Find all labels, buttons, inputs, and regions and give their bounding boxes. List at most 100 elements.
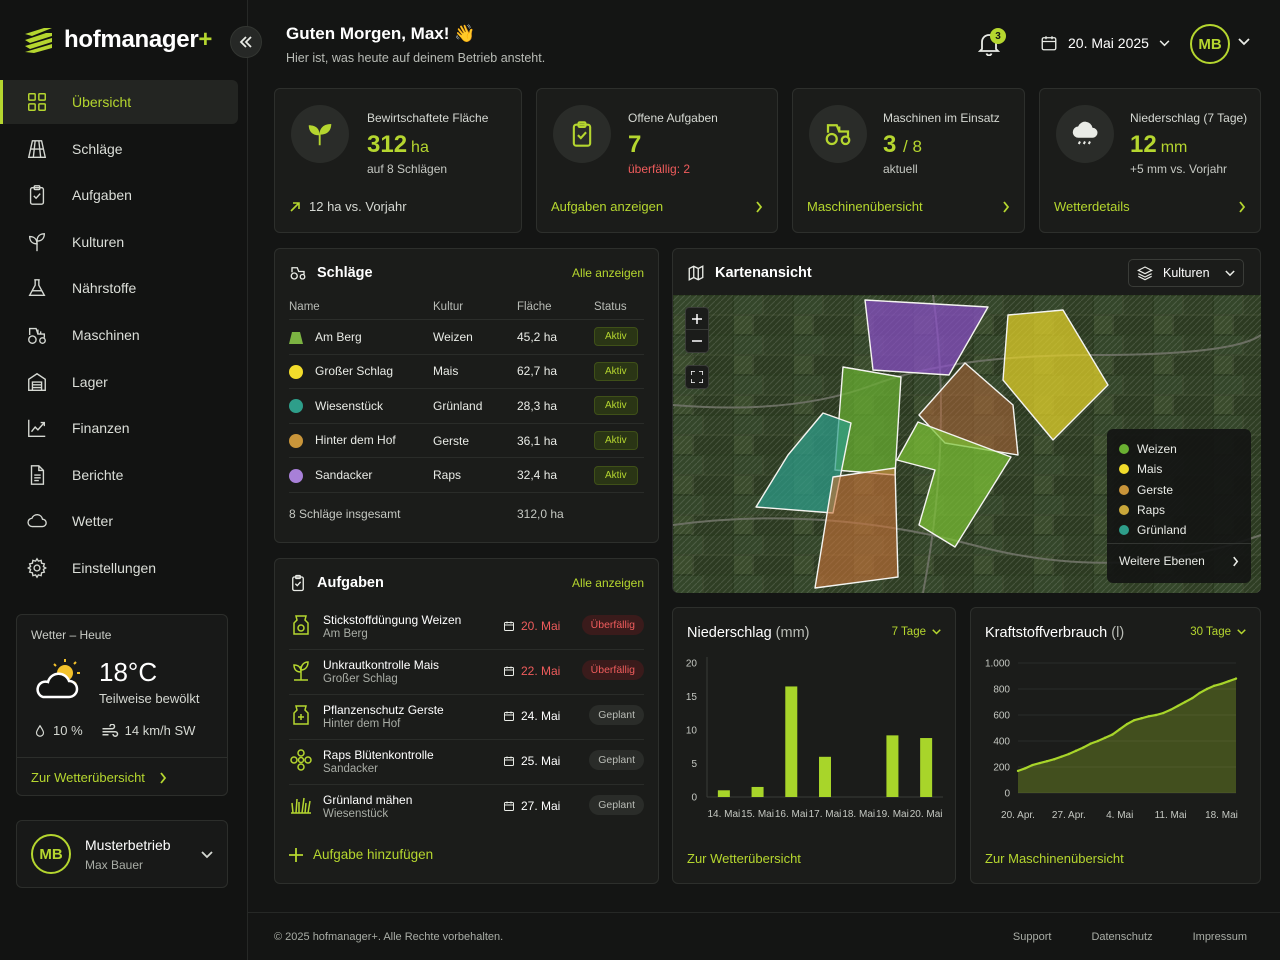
rain-weather-link[interactable]: Zur Wetterübersicht (687, 851, 801, 866)
sidebar-item-kulturen[interactable]: Kulturen (0, 220, 238, 264)
flower-icon (290, 749, 312, 771)
add-task-button[interactable]: Aufgabe hinzufügen (289, 847, 433, 862)
status-badge: Überfällig (581, 660, 644, 680)
legend-dot (1119, 464, 1129, 475)
table-row[interactable]: Am Berg Weizen 45,2 ha Aktiv (289, 320, 644, 355)
grass-icon (291, 797, 311, 814)
task-item[interactable]: Unkrautkontrolle Mais Großer Schlag 22. … (289, 650, 644, 695)
sidebar-item-wetter[interactable]: Wetter (0, 499, 238, 543)
y-tick-label: 20 (686, 659, 698, 670)
wind-icon (102, 723, 118, 737)
farm-switcher[interactable]: MB Musterbetrieb Max Bauer (16, 820, 228, 888)
plus-icon (692, 313, 702, 324)
sidebar-item-label: Übersicht (72, 94, 132, 110)
satellite-map[interactable]: Weizen Mais Gerste Raps Grünland Weitere… (673, 295, 1261, 593)
sidebar-item-maschinen[interactable]: Maschinen (0, 313, 238, 357)
status-badge: Aktiv (594, 465, 638, 485)
chevron-down-icon[interactable] (1238, 38, 1250, 46)
sidebar-item-finanzen[interactable]: Finanzen (0, 406, 238, 450)
fuel-point (1147, 715, 1150, 718)
field-area: 36,1 ha (517, 433, 558, 448)
zoom-controls (685, 307, 709, 353)
tractor-icon (28, 327, 46, 344)
kpi-value: 312 ha (367, 131, 429, 158)
support-link[interactable]: Support (1012, 931, 1052, 943)
x-tick-label: 11. Mai (1155, 810, 1187, 821)
tasks-show-all-link[interactable]: Alle anzeigen (571, 576, 644, 590)
gear-icon (27, 557, 47, 579)
clipboard-icon (292, 574, 304, 592)
sidebar-item-berichte[interactable]: Berichte (0, 453, 238, 497)
task-item[interactable]: Grünland mähen Wiesenstück 27. Mai Gepla… (289, 785, 644, 830)
kpi-value: 3 / 8 (883, 131, 922, 158)
column-header[interactable]: Status (594, 301, 627, 313)
table-row[interactable]: Großer Schlag Mais 62,7 ha Aktiv (289, 355, 644, 390)
collapse-sidebar-button[interactable] (230, 26, 262, 58)
y-tick-label: 5 (691, 759, 697, 770)
sidebar-item-schlaege[interactable]: Schläge (0, 127, 238, 171)
table-row[interactable]: Sandacker Raps 32,4 ha Aktiv (289, 458, 644, 493)
weather-overview-link[interactable]: Zur Wetterübersicht (17, 757, 227, 797)
imprint-link[interactable]: Impressum (1192, 931, 1247, 943)
fuel-point (1024, 767, 1027, 770)
farm-avatar: MB (31, 834, 71, 874)
machines-link[interactable]: Maschinenübersicht (807, 199, 1010, 214)
x-tick-label: 20. Apr. (1001, 810, 1035, 821)
map-layer-select[interactable]: Kulturen (1128, 259, 1244, 287)
zoom-in-button[interactable] (686, 308, 708, 330)
task-item[interactable]: Raps Blütenkontrolle Sandacker 25. Mai G… (289, 740, 644, 785)
sidebar-item-label: Kulturen (72, 233, 125, 250)
privacy-link[interactable]: Datenschutz (1091, 931, 1153, 943)
field-crop: Weizen (433, 329, 473, 344)
sidebar-item-aufgaben[interactable]: Aufgaben (0, 173, 238, 217)
task-item[interactable]: Stickstoffdüngung Weizen Am Berg 20. Mai… (289, 605, 644, 650)
layers-icon (1137, 266, 1153, 281)
sidebar-item-einstellungen[interactable]: Einstellungen (0, 546, 238, 590)
fuel-point (1220, 682, 1223, 685)
weather-details-link[interactable]: Wetterdetails (1054, 199, 1246, 214)
fuel-point (1053, 758, 1056, 761)
kpi-label: Offene Aufgaben (628, 111, 718, 125)
fuel-point (1038, 761, 1041, 765)
crop-color-dot (289, 364, 303, 379)
logo-icon (25, 28, 52, 53)
sidebar-item-uebersicht[interactable]: Übersicht (0, 80, 238, 124)
kpi-sub: +5 mm vs. Vorjahr (1130, 162, 1228, 176)
column-header[interactable]: Name (289, 301, 320, 313)
kpi-area-card: Bewirtschaftete Fläche 312 ha auf 8 Schlä… (274, 88, 522, 233)
field-shape-icon (289, 331, 303, 344)
partly-cloudy-icon (36, 659, 80, 699)
table-row[interactable]: Wiesenstück Grünland 28,3 ha Aktiv (289, 389, 644, 424)
x-tick-label: 16. Mai (775, 809, 808, 820)
zoom-out-button[interactable] (686, 330, 708, 352)
minus-icon (692, 340, 702, 342)
farm-info: Musterbetrieb Max Bauer (85, 837, 171, 872)
table-row[interactable]: Hinter dem Hof Gerste 36,1 ha Aktiv (289, 424, 644, 459)
machines-overview-link[interactable]: Zur Maschinenübersicht (985, 851, 1124, 866)
date-picker[interactable]: 20. Mai 2025 (1040, 34, 1170, 52)
more-layers-link[interactable]: Weitere Ebenen (1107, 543, 1251, 578)
fields-show-all-link[interactable]: Alle anzeigen (571, 266, 644, 280)
fullscreen-button[interactable] (685, 365, 709, 389)
rain-bar (886, 735, 899, 797)
sidebar-item-lager[interactable]: Lager (0, 360, 238, 404)
field-crop: Grünland (433, 398, 483, 413)
task-item[interactable]: Pflanzenschutz Gerste Hinter dem Hof 24.… (289, 695, 644, 740)
chevron-right-icon (756, 200, 763, 213)
field-name: Sandacker (289, 468, 433, 483)
sidebar-item-naehrstoffe[interactable]: Nährstoffe (0, 266, 238, 310)
user-avatar[interactable]: MB (1190, 24, 1230, 64)
fuel-point (1198, 691, 1201, 695)
tasks-link[interactable]: Aufgaben anzeigen (551, 199, 763, 214)
column-header[interactable]: Fläche (517, 301, 552, 313)
page-footer: © 2025 hofmanager+. Alle Rechte vorbehal… (248, 912, 1280, 960)
field-status: Aktiv (594, 431, 644, 451)
status-badge: Aktiv (594, 361, 638, 381)
clipboard-check-icon (572, 121, 592, 147)
x-tick-label: 14. Mai (707, 809, 740, 820)
fuel-chart: 0 200 400 600 800 1.000 20. Apr. 27. Apr. 4. Mai… (985, 659, 1238, 822)
app-logo[interactable]: hofmanager+ (24, 26, 212, 54)
fuel-range-select[interactable]: 30 Tage (1190, 626, 1246, 638)
rain-range-select[interactable]: 7 Tage (892, 626, 941, 638)
column-header[interactable]: Kultur (433, 301, 464, 313)
